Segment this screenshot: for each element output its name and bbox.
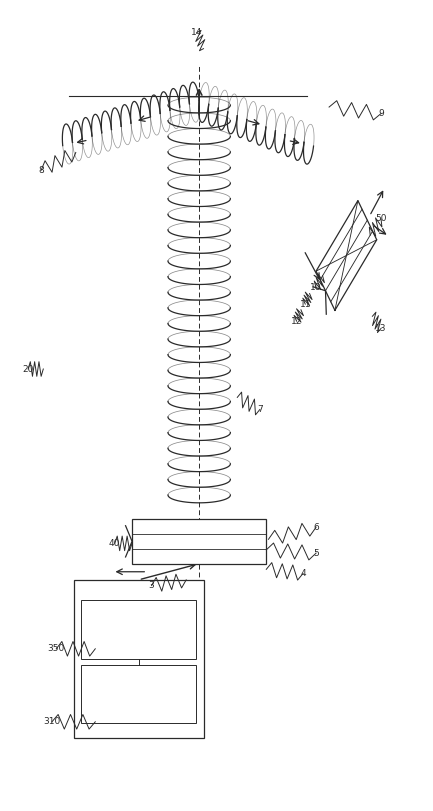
Bar (132, 519, 266, 564)
Text: 10: 10 (310, 283, 322, 293)
Text: 40: 40 (109, 539, 120, 548)
Text: 20: 20 (23, 364, 34, 374)
Text: 9: 9 (378, 109, 384, 118)
Text: 6: 6 (313, 522, 319, 532)
Text: 12: 12 (291, 316, 302, 326)
Text: 13: 13 (375, 324, 387, 333)
Text: 5: 5 (313, 548, 319, 558)
Text: 4: 4 (301, 569, 306, 578)
Bar (81, 665, 196, 723)
Bar (81, 600, 196, 659)
Text: 350: 350 (48, 644, 65, 654)
Text: 3: 3 (149, 581, 155, 590)
Text: 8: 8 (38, 165, 44, 175)
Text: 11: 11 (300, 299, 311, 309)
Text: 310: 310 (43, 717, 61, 727)
Text: 50: 50 (375, 214, 387, 224)
Text: 7: 7 (257, 405, 263, 414)
Text: 14: 14 (191, 28, 203, 37)
Bar (74, 580, 204, 738)
